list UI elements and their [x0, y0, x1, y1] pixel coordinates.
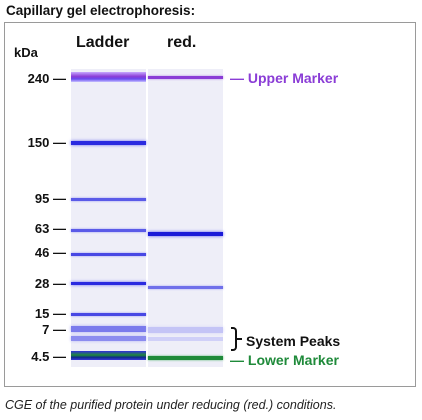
marker-label-46: 46 —: [34, 245, 66, 260]
reduced-system-peak-2: [148, 337, 223, 341]
figure-caption: CGE of the purified protein under reduci…: [5, 398, 337, 412]
marker-label-63: 63 —: [34, 221, 66, 236]
marker-axis: 240 — 150 — 95 — 63 — 46 — 28 — 15 — 7 —…: [0, 0, 66, 420]
lower-marker-annotation: — Lower Marker: [230, 352, 339, 368]
system-peaks-bracket-tip: [237, 338, 242, 340]
system-peaks-annotation: System Peaks: [246, 333, 341, 349]
ladder-band-240: [71, 72, 146, 82]
system-peaks-bracket: [231, 327, 237, 351]
ladder-band-150: [71, 141, 146, 145]
figure-title: Capillary gel electrophoresis:: [6, 3, 196, 18]
gel-frame: [4, 22, 416, 387]
marker-label-4-5: 4.5 —: [31, 349, 66, 364]
ladder-lane: [71, 69, 146, 367]
marker-label-150: 150 —: [27, 135, 66, 150]
ladder-band-7: [71, 326, 146, 332]
unit-label: kDa: [14, 45, 38, 60]
reduced-minor-band: [148, 286, 223, 289]
reduced-lane-header: red.: [167, 34, 197, 51]
reduced-lane: [148, 69, 223, 367]
ladder-band-15: [71, 313, 146, 316]
upper-marker-annotation: — Upper Marker: [230, 70, 339, 86]
reduced-system-peak: [148, 327, 223, 333]
ladder-band-28: [71, 282, 146, 285]
marker-label-7: 7 —: [42, 322, 66, 337]
marker-label-15: 15 —: [34, 306, 66, 321]
ladder-band-46: [71, 253, 146, 256]
ladder-lane-header: Ladder: [76, 34, 130, 51]
reduced-main-band: [148, 232, 223, 236]
marker-label-28: 28 —: [34, 276, 66, 291]
ladder-band-95: [71, 198, 146, 201]
reduced-upper-marker: [148, 76, 223, 79]
ladder-band-63: [71, 229, 146, 232]
ladder-band-4-5: [71, 351, 146, 360]
marker-label-240: 240 —: [27, 71, 66, 86]
ladder-system-peak: [71, 336, 146, 341]
marker-label-95: 95 —: [34, 191, 66, 206]
reduced-lower-marker: [148, 356, 223, 360]
